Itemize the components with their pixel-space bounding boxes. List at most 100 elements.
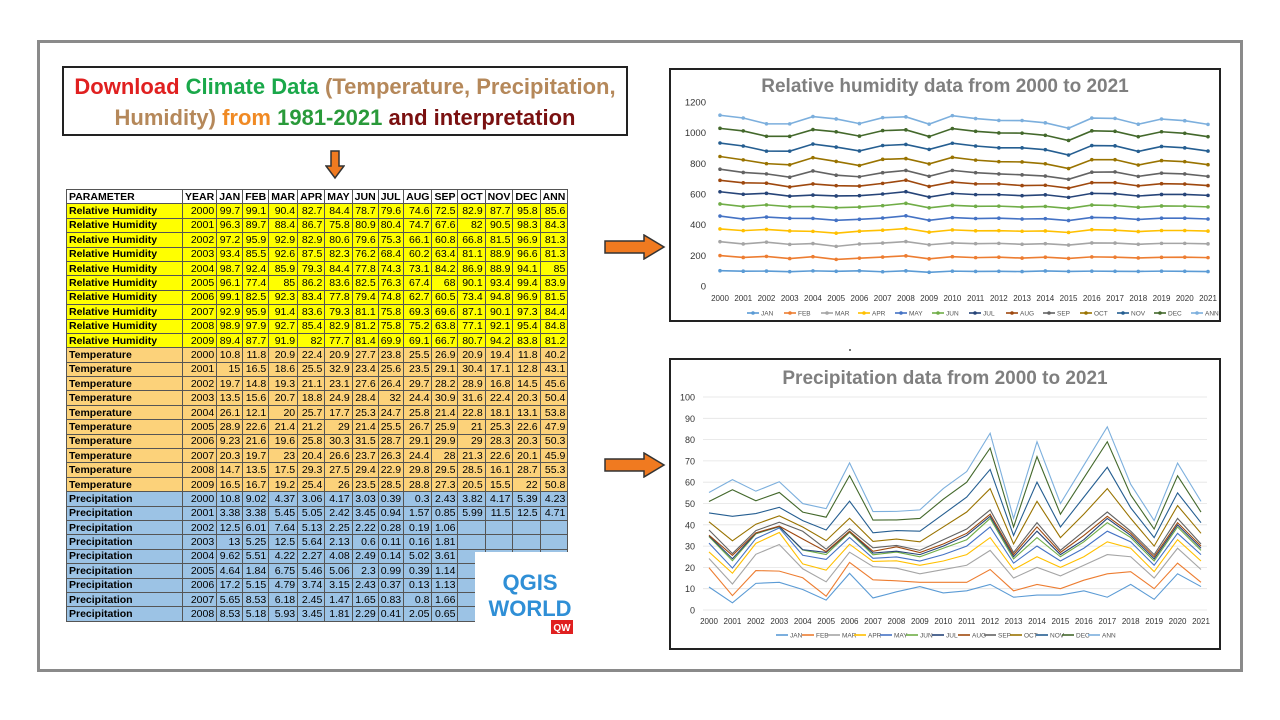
data-point [1113, 203, 1117, 208]
x-tick-label: 2013 [1005, 617, 1023, 626]
legend-marker [1121, 311, 1125, 315]
value-cell: 47.9 [539, 419, 569, 435]
param-cell: Relative Humidity [66, 203, 183, 219]
value-cell: 28 [431, 448, 459, 464]
value-cell: 0.13 [403, 577, 433, 593]
value-cell: 15.6 [242, 390, 270, 406]
data-point [997, 204, 1001, 208]
value-cell: 84.4 [324, 260, 353, 277]
year-cell: 2004 [181, 404, 218, 421]
precipitation-chart-title: Precipitation data from 2000 to 2021 [782, 368, 1108, 389]
x-tick-label: 2007 [864, 617, 882, 626]
series-line-mar [708, 543, 1202, 585]
value-cell: 16.7 [242, 476, 270, 493]
year-cell: 2005 [181, 275, 218, 291]
table-row: Precipitation 2000 10.8 9.02 4.37 3.06 4.17 3.0… [66, 491, 569, 507]
value-cell: 22.6 [484, 448, 514, 464]
value-cell [484, 519, 514, 536]
data-point [973, 255, 978, 260]
data-point [973, 269, 978, 274]
year-cell: 2001 [181, 361, 218, 378]
value-cell: 28.4 [351, 390, 379, 406]
value-cell: 92.7 [268, 318, 299, 334]
x-tick-label: 2008 [897, 294, 915, 303]
value-cell: 94.8 [484, 289, 514, 306]
data-point [1043, 229, 1048, 233]
x-tick-label: 2020 [1169, 617, 1187, 626]
value-cell: 4.17 [324, 491, 353, 507]
data-point [1206, 134, 1210, 139]
value-cell: 5.39 [512, 491, 541, 507]
data-point [741, 255, 746, 260]
value-cell: 83.8 [512, 332, 541, 349]
param-cell: Temperature [66, 390, 183, 406]
value-cell: 1.84 [242, 563, 270, 579]
data-point [787, 256, 792, 261]
data-point [1136, 269, 1141, 274]
value-cell: 66.1 [403, 232, 433, 248]
data-point [1020, 173, 1024, 177]
legend-marker [1047, 311, 1051, 315]
data-point [1113, 228, 1117, 232]
data-point [1090, 170, 1094, 175]
data-point [950, 228, 955, 232]
data-point [1090, 191, 1094, 196]
x-tick-label: 2003 [781, 294, 799, 303]
y-tick-label: 0 [701, 282, 706, 293]
column-header: MAR [268, 188, 299, 205]
data-point [811, 204, 815, 209]
legend-marker [936, 311, 940, 315]
precipitation-chart-panel: Precipitation data from 2000 to 2021 0 10… [669, 358, 1221, 650]
x-tick-label: 2011 [967, 294, 985, 303]
data-point [1136, 134, 1141, 139]
value-cell: 17.1 [484, 361, 514, 378]
data-point [1113, 116, 1117, 121]
data-point [1182, 182, 1187, 186]
y-tick-label: 200 [690, 251, 706, 262]
data-point [1159, 192, 1164, 197]
value-cell: 3.74 [297, 577, 326, 593]
data-point [834, 231, 838, 235]
data-point [764, 254, 769, 259]
value-cell: 25.4 [297, 476, 326, 493]
data-point [1090, 129, 1094, 133]
value-cell: 18.6 [268, 361, 299, 378]
value-cell: 60.5 [431, 289, 459, 306]
value-cell: 22.4 [484, 390, 514, 406]
value-cell: 85 [268, 275, 299, 291]
param-cell: Precipitation [66, 505, 183, 521]
data-point [1182, 172, 1187, 176]
value-cell: 29.3 [297, 462, 326, 478]
data-point [973, 216, 978, 221]
value-cell [457, 534, 486, 550]
value-cell: 94.1 [512, 260, 541, 277]
value-cell: 5.25 [242, 534, 270, 550]
data-point [811, 169, 815, 173]
data-point [1206, 149, 1210, 153]
value-cell [457, 519, 486, 536]
legend-label: APR [868, 633, 882, 640]
value-cell: 2.22 [351, 519, 379, 536]
data-point [927, 122, 931, 126]
data-point [857, 174, 862, 179]
table-row: Precipitation 2001 3.38 3.38 5.45 5.05 2.42 3.4… [66, 505, 569, 521]
data-point [857, 149, 862, 153]
value-cell: 69.1 [403, 332, 433, 349]
value-cell: 82.3 [324, 246, 353, 262]
value-cell: 19.3 [268, 376, 299, 392]
value-cell: 21.4 [431, 404, 459, 421]
value-cell: 29.1 [403, 433, 433, 450]
value-cell: 4.37 [268, 491, 299, 507]
table-row: Relative Humidity 2003 93.4 85.5 92.6 87.5 82.… [66, 246, 569, 262]
value-cell: 86.2 [297, 275, 326, 291]
data-point [1159, 255, 1164, 260]
data-point [1113, 129, 1117, 134]
logo-line2: WORLD [488, 596, 571, 621]
data-point [1159, 144, 1164, 149]
value-cell: 20.4 [297, 448, 326, 464]
legend-label: FEB [816, 633, 829, 640]
value-cell: 80.9 [351, 217, 379, 234]
value-cell: 22.6 [512, 419, 541, 435]
value-cell: 81.3 [539, 232, 569, 248]
value-cell: 93.4 [484, 275, 514, 291]
